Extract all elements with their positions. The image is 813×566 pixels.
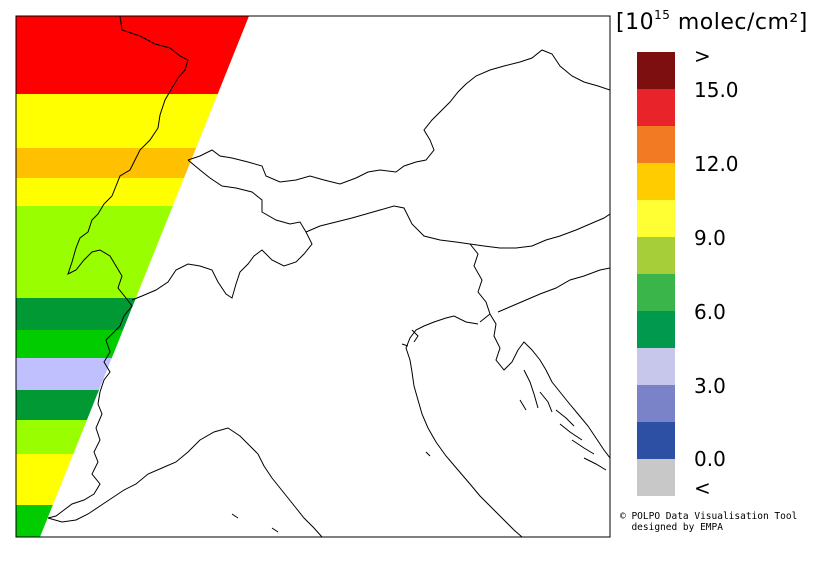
legend-label-0: 0.0 <box>694 447 726 471</box>
legend-swatch <box>637 274 675 311</box>
country-borders <box>47 16 610 537</box>
legend-label-9: 9.0 <box>694 226 726 250</box>
istria-croatia-coast <box>489 313 610 459</box>
swath-band <box>16 148 249 179</box>
swiss-border <box>131 159 313 301</box>
adriatic-coast-italy <box>405 315 523 537</box>
legend-swatch <box>637 459 675 496</box>
legend-label-6: 6.0 <box>694 300 726 324</box>
satellite-swath <box>16 16 249 537</box>
swath-band <box>16 16 249 95</box>
tyrrhenian-coast <box>47 427 323 537</box>
swath-band <box>16 178 249 207</box>
legend-colorbar <box>637 52 675 496</box>
venetian-lagoon <box>401 329 419 347</box>
legend-swatch <box>637 200 675 237</box>
legend-swatch <box>637 385 675 422</box>
croatian-islands <box>519 369 607 471</box>
legend-swatch <box>637 237 675 274</box>
swath-band <box>16 420 249 455</box>
austria-italy-border <box>305 205 610 249</box>
legend-swatch <box>637 311 675 348</box>
swath-band <box>16 330 249 359</box>
german-austrian-border <box>187 49 610 185</box>
legend-swatch <box>637 163 675 200</box>
map-frame <box>15 15 611 538</box>
legend-swatch <box>637 422 675 459</box>
legend-unit: [1015 molec/cm²] <box>616 8 808 35</box>
swath-band <box>16 390 249 421</box>
legend-label-lt: < <box>694 476 711 500</box>
rhine-border <box>47 16 189 519</box>
legend-label-15: 15.0 <box>694 78 739 102</box>
credit-text: © POLPO Data Visualisation Tool designed… <box>620 511 798 533</box>
legend-label-12: 12.0 <box>694 152 739 176</box>
swath-band <box>16 358 249 391</box>
legend-label-3: 3.0 <box>694 374 726 398</box>
swath-band <box>16 505 249 537</box>
legend-swatch <box>637 89 675 126</box>
slovenia-croatia-border <box>497 267 610 313</box>
small-islands <box>231 451 431 533</box>
legend-swatch <box>637 52 675 89</box>
swath-band <box>16 454 249 506</box>
legend-swatch <box>637 126 675 163</box>
slovenia-italy-border <box>469 243 491 323</box>
swath-band <box>16 298 249 331</box>
swath-band <box>16 94 249 149</box>
legend-swatch <box>637 348 675 385</box>
legend-label-gt: > <box>694 44 711 68</box>
